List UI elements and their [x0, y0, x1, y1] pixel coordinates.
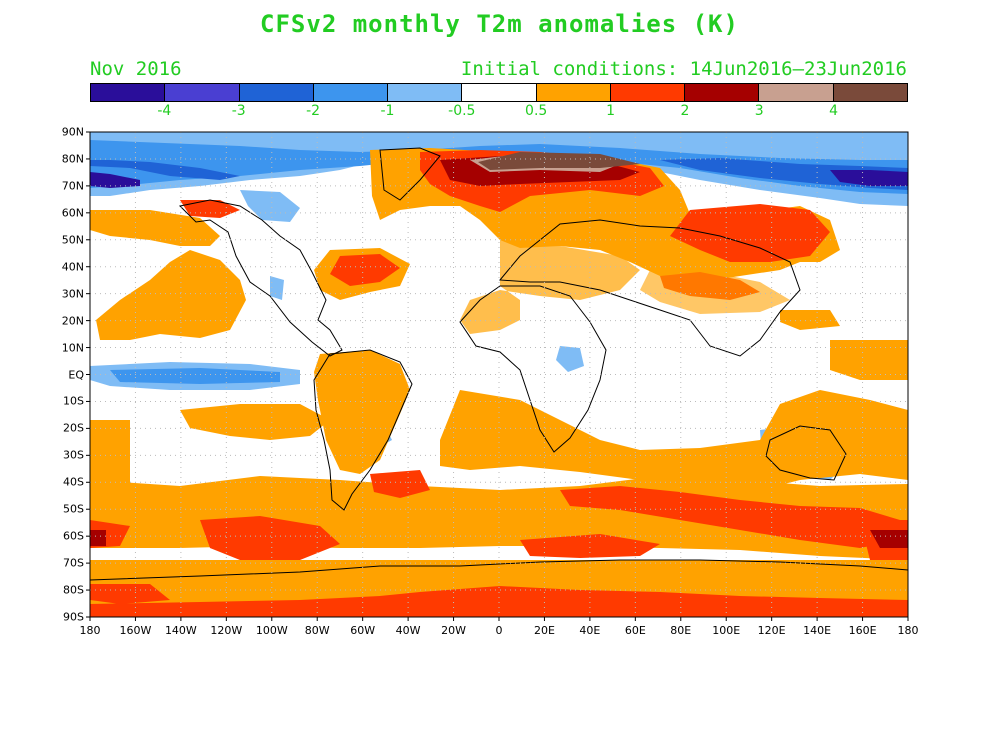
- longitude-label: 160E: [848, 624, 877, 637]
- latitude-label: 90S: [63, 610, 84, 624]
- color-scale-bar: [90, 83, 908, 102]
- color-scale-label: -1: [380, 103, 395, 119]
- latitude-label: 60N: [61, 206, 84, 220]
- latitude-label: EQ: [68, 368, 84, 381]
- latitude-label: 60S: [63, 529, 84, 543]
- southern-warm-anomalies: [90, 350, 908, 617]
- color-scale-label: 1: [606, 103, 615, 119]
- latitude-label: 30S: [63, 448, 84, 462]
- latitude-label: 50N: [61, 233, 84, 247]
- latitude-label: 80S: [63, 583, 84, 597]
- forecast-month: Nov 2016: [90, 58, 182, 80]
- color-scale-label: 3: [754, 103, 764, 119]
- latitude-label: 20N: [61, 314, 84, 328]
- longitude-label: 80W: [304, 624, 330, 637]
- color-scale-swatch: [610, 84, 686, 101]
- color-scale-swatch: [91, 84, 166, 101]
- color-scale-swatch: [388, 84, 463, 101]
- color-scale-swatch: [313, 84, 389, 101]
- longitude-label: 60W: [350, 624, 376, 637]
- latitude-label: 40S: [63, 475, 84, 489]
- axis-ticks: [86, 131, 909, 621]
- longitude-label: 100E: [712, 624, 741, 637]
- longitude-label: 100W: [255, 624, 288, 637]
- longitude-label: 160W: [119, 624, 152, 637]
- initial-conditions: Initial conditions: 14Jun2016–23Jun2016: [460, 58, 907, 80]
- latitude-label: 30N: [61, 287, 84, 301]
- color-scale-swatch: [685, 84, 760, 101]
- color-scale-swatch: [833, 84, 907, 101]
- longitude-label: 180: [897, 624, 919, 637]
- longitude-label: 60E: [624, 624, 646, 637]
- color-scale-label: -2: [306, 103, 321, 119]
- longitude-label: 80E: [670, 624, 692, 637]
- latitude-label: 80N: [61, 152, 84, 166]
- latitude-label: 10N: [61, 341, 84, 355]
- longitude-label: 120W: [210, 624, 243, 637]
- color-scale-label: -3: [231, 103, 246, 119]
- color-scale-swatch: [239, 84, 314, 101]
- northern-warm-anomalies: [90, 148, 908, 380]
- longitude-label: 40W: [395, 624, 421, 637]
- longitude-label: 0: [495, 624, 503, 637]
- color-scale-label: 4: [829, 103, 839, 119]
- longitude-label: 120E: [757, 624, 786, 637]
- latitude-label: 10S: [63, 394, 84, 408]
- color-scale-label: -4: [157, 103, 172, 119]
- longitude-label: 180: [79, 624, 101, 637]
- color-scale-swatch: [536, 84, 611, 101]
- longitude-label: 20W: [441, 624, 466, 637]
- chart-title: CFSv2 monthly T2m anomalies (K): [260, 10, 739, 38]
- color-scale-swatch: [165, 84, 240, 101]
- color-scale-label: 2: [680, 103, 690, 119]
- longitude-label: 140E: [803, 624, 832, 637]
- color-scale-swatch: [462, 84, 537, 101]
- latitude-label: 40N: [61, 260, 84, 274]
- latitude-label: 70N: [61, 179, 84, 193]
- map-gridlines: [90, 132, 908, 617]
- color-scale-label: 0.5: [525, 103, 548, 119]
- color-scale-swatch: [759, 84, 834, 101]
- latitude-label: 70S: [63, 556, 84, 570]
- latitude-label: 20S: [63, 421, 84, 435]
- arctic-cold-anomaly: [90, 132, 908, 222]
- longitude-label: 40E: [579, 624, 601, 637]
- latitude-label: 50S: [63, 502, 84, 516]
- longitude-label: 20E: [533, 624, 555, 637]
- latitude-label: 90N: [61, 125, 84, 139]
- longitude-label: 140W: [164, 624, 197, 637]
- color-scale-label: -0.5: [448, 103, 476, 119]
